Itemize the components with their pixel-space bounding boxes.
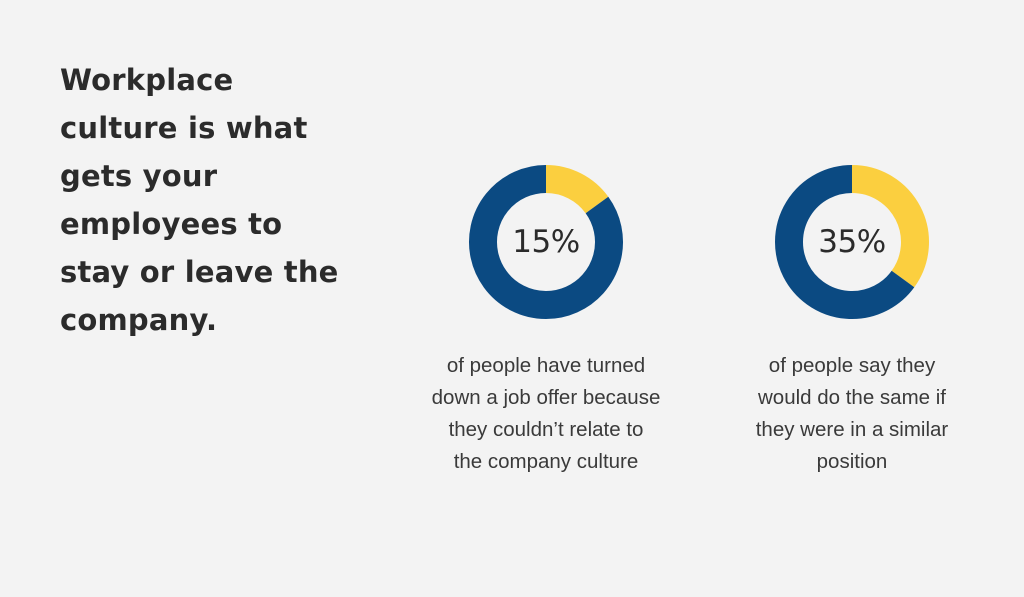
headline: Workplace culture is what gets your empl… xyxy=(60,56,380,344)
stat-caption: of people say they would do the same if … xyxy=(702,350,1002,478)
headline-line: stay or leave the xyxy=(60,255,339,289)
percentage-label: 35% xyxy=(818,224,886,260)
donut-chart: 15% xyxy=(466,162,626,322)
caption-line: the company culture xyxy=(453,450,639,473)
caption-line: they couldn’t relate to xyxy=(448,418,644,441)
donut-chart: 35% xyxy=(772,162,932,322)
donut-slice-remainder xyxy=(469,165,623,319)
headline-line: Workplace xyxy=(60,63,234,97)
donut-slice-highlight xyxy=(545,165,609,214)
headline-line: company. xyxy=(60,303,218,337)
caption-line: position xyxy=(816,450,888,473)
caption-line: they were in a similar xyxy=(755,418,949,441)
headline-line: gets your xyxy=(60,159,218,193)
donut-slice-remainder xyxy=(775,165,915,319)
headline-line: employees to xyxy=(60,207,283,241)
donut-chart-svg xyxy=(775,165,929,319)
donut-slice-highlight xyxy=(851,165,929,288)
stat-caption: of people have turned down a job offer b… xyxy=(396,350,696,478)
caption-line: of people have turned xyxy=(446,354,646,377)
donut-chart-svg xyxy=(469,165,623,319)
caption-line: would do the same if xyxy=(757,386,947,409)
caption-line: of people say they xyxy=(768,354,936,377)
percentage-label: 15% xyxy=(512,224,580,260)
stat-card-2: 35% of people say they would do the same… xyxy=(702,162,1002,478)
stat-card-1: 15% of people have turned down a job off… xyxy=(396,162,696,478)
headline-line: culture is what xyxy=(60,111,308,145)
caption-line: down a job offer because xyxy=(431,386,661,409)
